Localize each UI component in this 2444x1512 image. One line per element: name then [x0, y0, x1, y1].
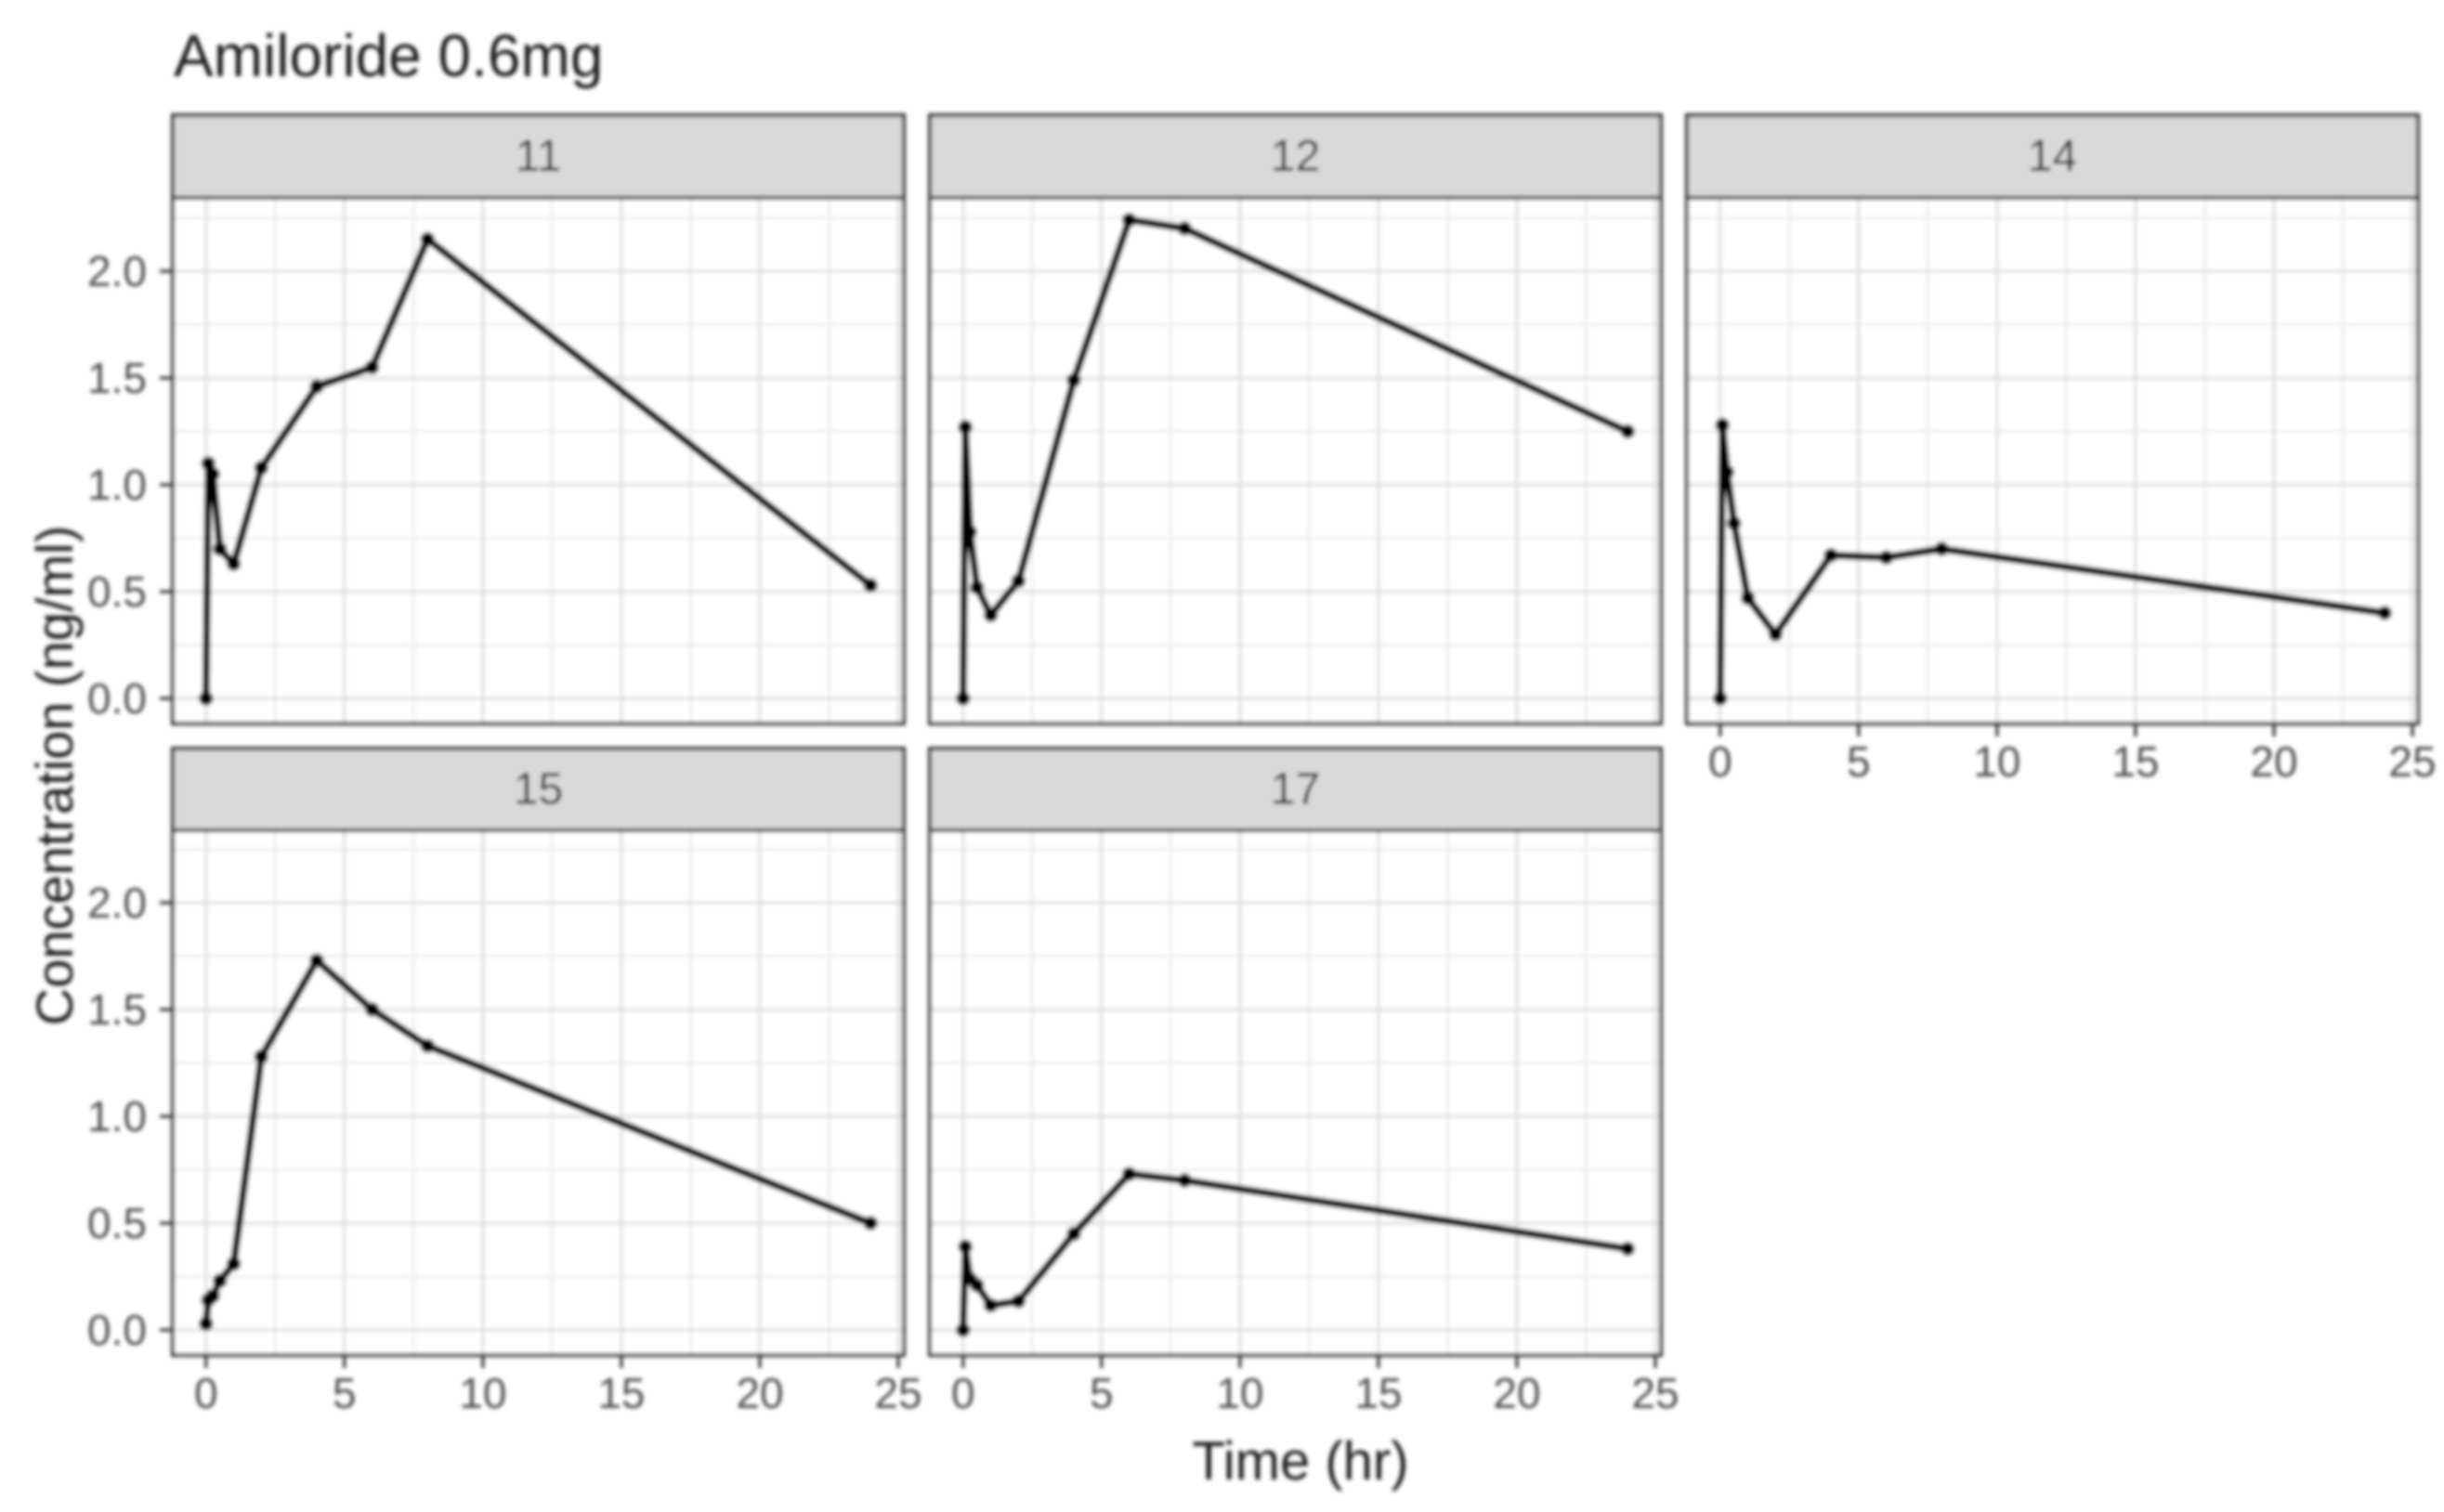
- svg-text:0: 0: [951, 1369, 975, 1417]
- svg-text:10: 10: [1216, 1369, 1263, 1417]
- svg-text:25: 25: [2388, 737, 2436, 786]
- svg-text:0: 0: [194, 1369, 218, 1417]
- svg-text:2.0: 2.0: [87, 879, 147, 927]
- svg-text:11: 11: [516, 132, 562, 181]
- svg-text:1.5: 1.5: [87, 354, 147, 402]
- svg-text:2.0: 2.0: [87, 247, 147, 295]
- svg-text:0.0: 0.0: [87, 674, 147, 723]
- svg-text:25: 25: [1631, 1369, 1679, 1417]
- svg-text:Concentration (ng/ml): Concentration (ng/ml): [25, 526, 84, 1025]
- svg-text:20: 20: [1493, 1369, 1540, 1417]
- svg-text:0: 0: [1708, 737, 1732, 786]
- svg-text:20: 20: [736, 1369, 783, 1417]
- svg-text:1.5: 1.5: [87, 985, 147, 1034]
- svg-text:20: 20: [2250, 737, 2297, 786]
- svg-text:10: 10: [459, 1369, 506, 1417]
- svg-text:5: 5: [333, 1369, 357, 1417]
- svg-text:1.0: 1.0: [87, 461, 147, 509]
- svg-text:0.5: 0.5: [87, 1199, 147, 1247]
- svg-text:17: 17: [1271, 765, 1320, 815]
- svg-text:Amiloride 0.6mg: Amiloride 0.6mg: [174, 22, 603, 89]
- svg-text:5: 5: [1847, 737, 1871, 786]
- svg-text:15: 15: [1354, 1369, 1402, 1417]
- svg-text:15: 15: [2111, 737, 2159, 786]
- svg-text:12: 12: [1271, 132, 1320, 181]
- svg-text:0.0: 0.0: [87, 1306, 147, 1354]
- svg-text:0.5: 0.5: [87, 567, 147, 616]
- svg-text:5: 5: [1090, 1369, 1114, 1417]
- svg-text:Time (hr): Time (hr): [1192, 1431, 1408, 1492]
- svg-text:25: 25: [874, 1369, 921, 1417]
- svg-text:15: 15: [597, 1369, 645, 1417]
- svg-text:14: 14: [2028, 132, 2077, 181]
- svg-text:10: 10: [1973, 737, 2020, 786]
- svg-text:15: 15: [514, 765, 563, 815]
- svg-text:1.0: 1.0: [87, 1092, 147, 1141]
